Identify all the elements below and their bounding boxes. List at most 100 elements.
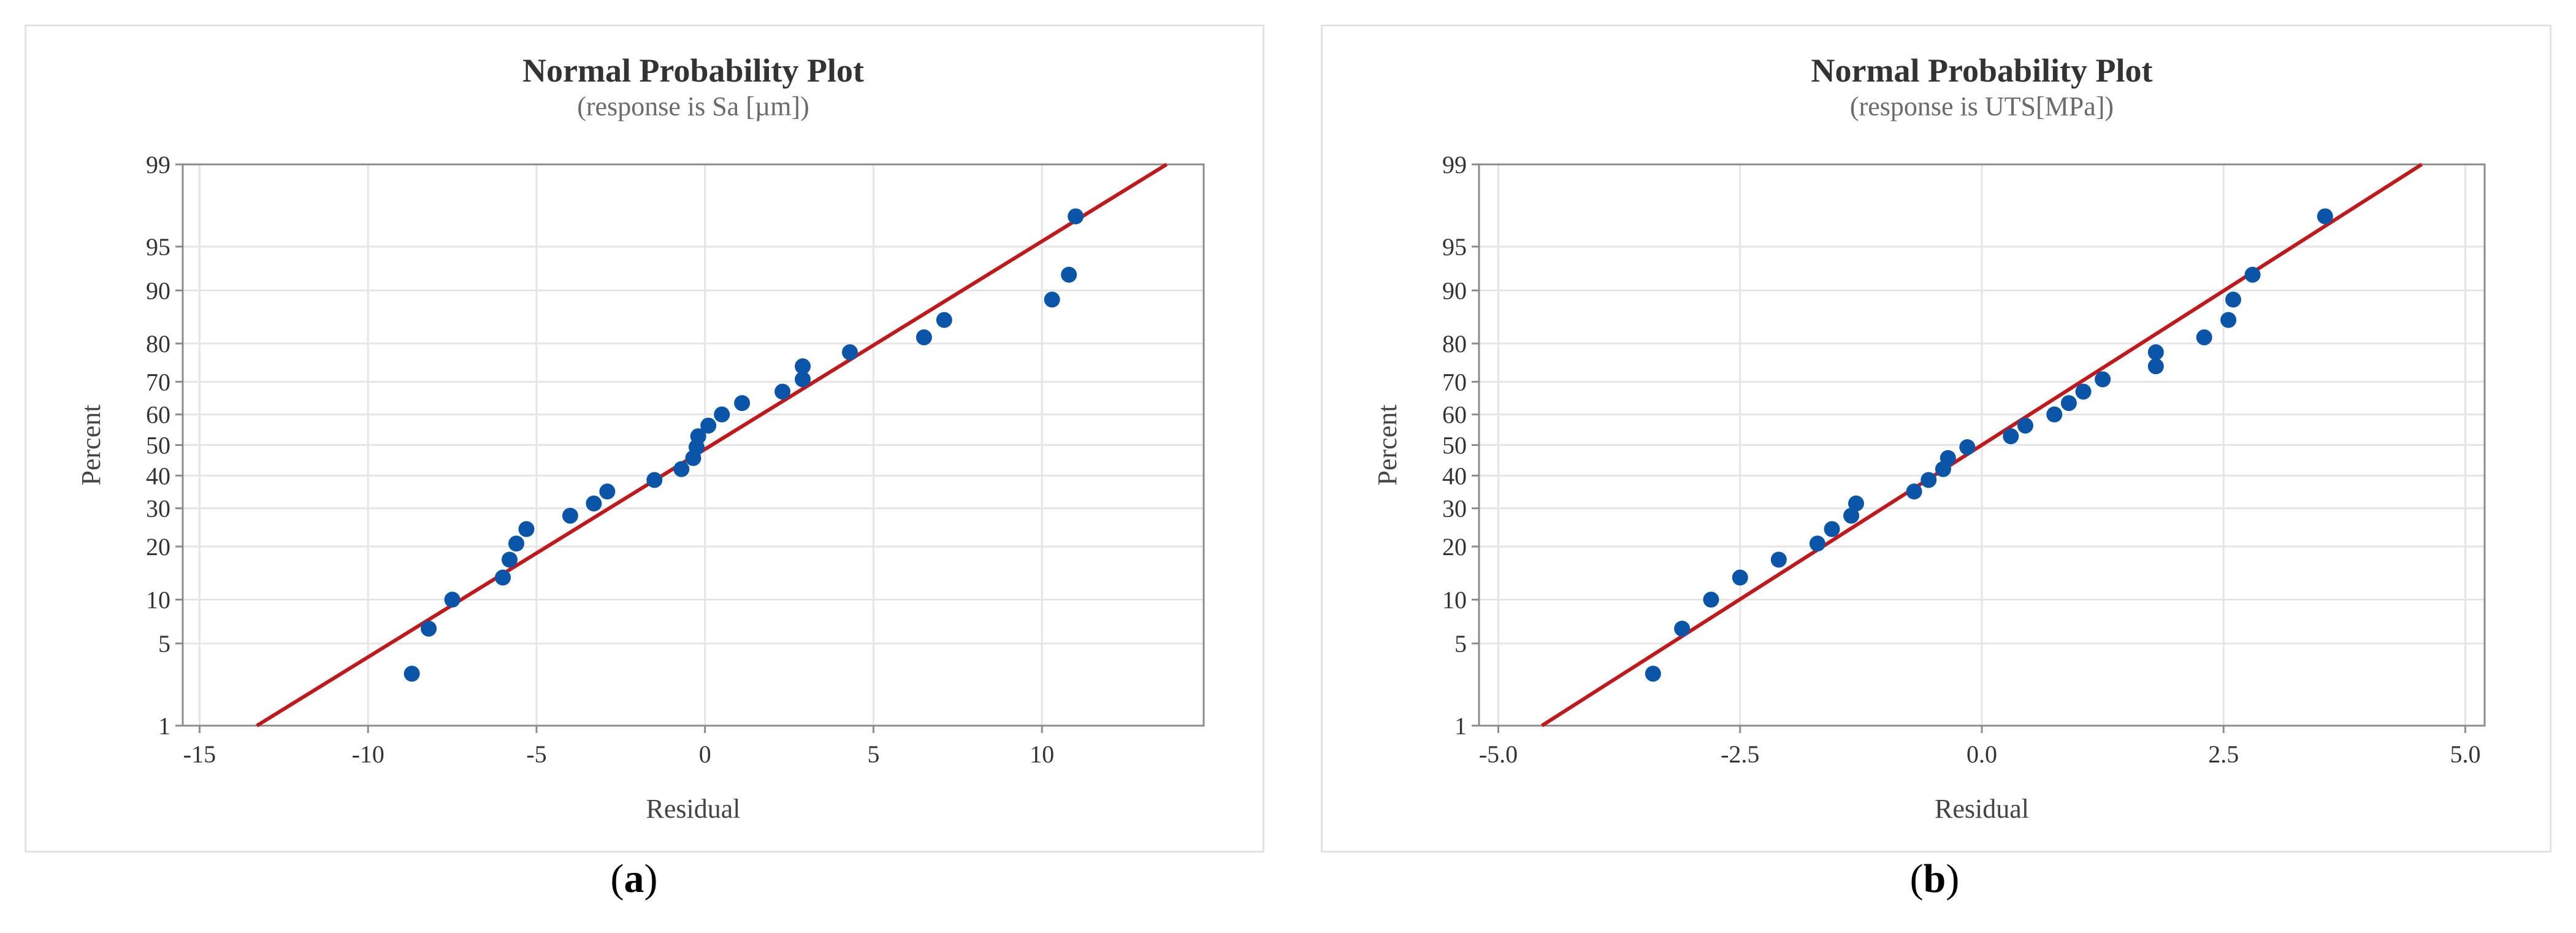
- data-point: [714, 406, 730, 423]
- x-tick-label: -5.0: [1479, 740, 1518, 768]
- data-point: [1645, 666, 1661, 682]
- data-point: [2220, 312, 2237, 328]
- data-point: [2095, 371, 2111, 388]
- y-tick-label: 5: [1454, 630, 1467, 658]
- chart-title: Normal Probability Plot: [1811, 52, 2153, 89]
- y-tick-label: 20: [146, 533, 170, 561]
- data-point: [508, 536, 525, 552]
- data-point: [1061, 266, 1077, 283]
- y-tick-label: 90: [146, 277, 170, 304]
- y-tick-label: 10: [146, 586, 170, 614]
- data-point: [795, 358, 811, 375]
- y-tick-label: 1: [158, 712, 170, 740]
- data-point: [936, 312, 952, 328]
- y-tick-label: 10: [1442, 586, 1467, 614]
- chart-panel-a: Normal Probability Plot (response is Sa […: [25, 25, 1264, 853]
- x-tick-label: -5: [526, 740, 546, 768]
- y-axis-label: Percent: [76, 405, 106, 486]
- data-point: [2017, 417, 2033, 434]
- data-point: [2075, 383, 2092, 400]
- data-point: [1809, 536, 1825, 552]
- data-point: [1703, 591, 1719, 608]
- data-point: [2046, 406, 2063, 423]
- x-tick-label: 2.5: [2208, 740, 2239, 768]
- data-point: [502, 551, 518, 568]
- y-tick-label: 20: [1442, 533, 1467, 561]
- y-tick-label: 95: [1442, 233, 1467, 261]
- y-tick-label: 40: [146, 462, 170, 490]
- y-tick-label: 50: [146, 432, 170, 459]
- data-point: [562, 507, 578, 524]
- data-point: [2317, 208, 2333, 225]
- data-point: [444, 591, 461, 608]
- x-tick-label: 0: [699, 740, 711, 768]
- chart-title: Normal Probability Plot: [522, 52, 864, 89]
- chart-subtitle: (response is Sa [µm]): [577, 91, 809, 121]
- x-axis-label: Residual: [1935, 794, 2029, 824]
- x-tick-label: -15: [183, 740, 216, 768]
- y-tick-label: 95: [146, 233, 170, 261]
- data-point: [421, 620, 437, 637]
- x-tick-label: 5.0: [2450, 740, 2480, 768]
- chart-panel-b: Normal Probability Plot (response is UTS[…: [1321, 25, 2551, 853]
- y-tick-label: 90: [1442, 277, 1467, 304]
- data-point: [1044, 291, 1060, 308]
- data-point: [599, 483, 616, 500]
- data-point: [1674, 620, 1691, 637]
- data-point: [1732, 569, 1748, 586]
- x-tick-label: 10: [1030, 740, 1054, 768]
- data-point: [1921, 472, 1937, 488]
- y-tick-label: 70: [1442, 368, 1467, 396]
- x-axis-label: Residual: [646, 794, 741, 824]
- fit-line: [256, 163, 1168, 728]
- data-point: [774, 383, 791, 400]
- data-point: [495, 569, 511, 586]
- x-tick-label: -2.5: [1721, 740, 1759, 768]
- data-point: [673, 461, 690, 477]
- y-tick-label: 99: [1442, 151, 1467, 179]
- data-point: [1843, 507, 1860, 524]
- data-point: [700, 417, 717, 434]
- y-tick-label: 30: [146, 495, 170, 523]
- data-point: [518, 521, 535, 537]
- x-tick-label: -10: [352, 740, 384, 768]
- x-tick-label: 5: [867, 740, 879, 768]
- caption-a-letter: a: [624, 856, 644, 901]
- data-point: [1770, 551, 1787, 568]
- y-tick-label: 50: [1442, 432, 1467, 459]
- caption-b-letter: b: [1923, 856, 1946, 901]
- data-point: [2060, 395, 2077, 412]
- data-point: [1848, 495, 1864, 512]
- data-point: [403, 666, 420, 682]
- data-point: [1068, 208, 1084, 225]
- y-tick-label: 30: [1442, 495, 1467, 523]
- data-point: [915, 329, 932, 345]
- x-tick-label: 0.0: [1966, 740, 1997, 768]
- data-point: [2147, 358, 2164, 375]
- data-point: [734, 395, 751, 412]
- probability-plot-b: Normal Probability Plot(response is UTS[…: [1372, 52, 2486, 824]
- y-tick-label: 40: [1442, 462, 1467, 490]
- data-point: [1824, 521, 1840, 537]
- y-tick-label: 99: [146, 151, 170, 179]
- y-tick-label: 60: [146, 401, 170, 429]
- y-tick-label: 80: [1442, 330, 1467, 358]
- data-point: [1959, 439, 1976, 455]
- probability-plot-a: Normal Probability Plot(response is Sa […: [76, 52, 1205, 824]
- data-point: [1906, 483, 1922, 500]
- data-point: [2225, 291, 2241, 308]
- data-point: [2147, 344, 2164, 361]
- y-tick-label: 80: [146, 330, 170, 358]
- y-axis-label: Percent: [1372, 405, 1402, 486]
- chart-subtitle: (response is UTS[MPa]): [1850, 91, 2114, 121]
- y-tick-label: 70: [146, 368, 170, 396]
- caption-b: (b): [1909, 856, 1960, 901]
- y-tick-label: 60: [1442, 401, 1467, 429]
- data-point: [646, 472, 663, 488]
- data-point: [2244, 266, 2261, 283]
- data-point: [1940, 450, 1956, 466]
- data-point: [2196, 329, 2212, 345]
- data-point: [842, 344, 858, 361]
- y-tick-label: 1: [1454, 712, 1467, 740]
- caption-a: (a): [610, 856, 658, 901]
